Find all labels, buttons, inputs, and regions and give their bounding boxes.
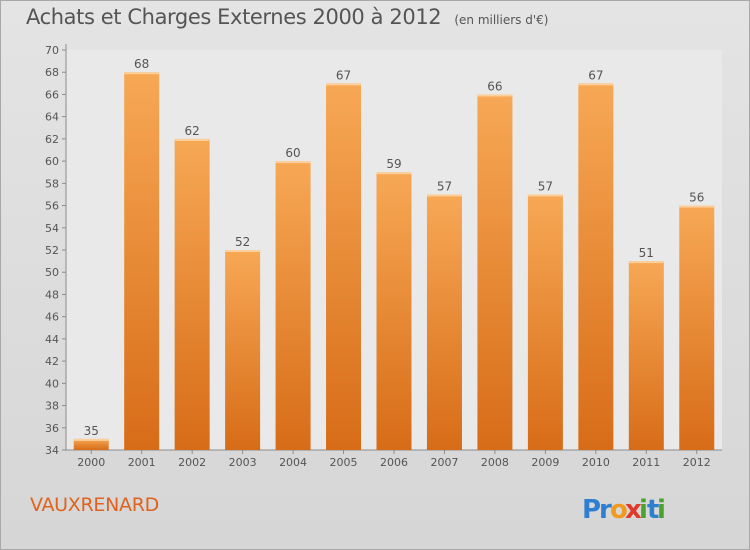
y-tick-label: 54	[45, 222, 59, 235]
bar-highlight	[174, 138, 210, 141]
y-tick-label: 64	[45, 111, 59, 124]
chart-subtitle: (en milliers d'€)	[454, 13, 549, 27]
y-tick-label: 58	[45, 177, 59, 190]
bar-2004	[275, 161, 311, 450]
y-tick-label: 62	[45, 133, 59, 146]
x-tick-label: 2004	[279, 456, 307, 469]
y-tick-label: 68	[45, 66, 59, 79]
y-tick-label: 34	[45, 444, 59, 457]
logo-letter: i	[657, 495, 666, 525]
chart-title-block: Achats et Charges Externes 2000 à 2012 (…	[26, 5, 548, 29]
logo-letter: r	[599, 495, 612, 525]
x-tick-label: 2011	[632, 456, 660, 469]
logo-letter: x	[625, 495, 642, 525]
bar-highlight	[225, 250, 261, 252]
bar-highlight	[275, 161, 311, 164]
y-tick-label: 36	[45, 422, 59, 435]
bar-highlight	[376, 172, 412, 175]
x-tick-label: 2009	[531, 456, 559, 469]
bar-2012	[679, 205, 715, 450]
bar-2002	[174, 138, 210, 450]
bar-2003	[225, 250, 261, 450]
bars	[73, 72, 715, 450]
data-labels: 35 68 62 52 60 67 59 57 66 57 67 51 56	[84, 57, 705, 438]
data-label: 60	[285, 146, 300, 160]
chart-title: Achats et Charges Externes 2000 à 2012	[26, 5, 442, 29]
data-label: 52	[235, 235, 250, 249]
x-tick-label: 2008	[481, 456, 509, 469]
y-tick-label: 66	[45, 88, 59, 101]
data-label: 56	[689, 191, 704, 205]
bar-highlight	[326, 83, 362, 86]
bar-2006	[376, 172, 412, 450]
x-tick-label: 2003	[229, 456, 257, 469]
x-tick-label: 2010	[582, 456, 610, 469]
bar-highlight	[527, 194, 563, 197]
x-tick-label: 2002	[178, 456, 206, 469]
x-tick-label: 2006	[380, 456, 408, 469]
commune-name: VAUXRENARD	[30, 494, 159, 516]
data-label: 59	[386, 157, 401, 171]
data-label: 51	[639, 246, 654, 260]
data-label: 57	[437, 179, 452, 193]
bar-highlight	[426, 194, 462, 197]
y-tick-label: 60	[45, 155, 59, 168]
bar-highlight	[679, 205, 715, 208]
y-tick-label: 50	[45, 266, 59, 279]
y-tick-label: 70	[45, 44, 59, 57]
logo-letter: t	[647, 495, 659, 525]
bar-2009	[527, 194, 563, 450]
x-tick-label: 2007	[430, 456, 458, 469]
data-label: 68	[134, 57, 149, 71]
bar-highlight	[578, 83, 614, 86]
logo-letter: o	[610, 495, 628, 525]
bar-2005	[326, 83, 362, 450]
bar-2007	[426, 194, 462, 450]
data-label: 67	[588, 68, 603, 82]
bar-2010	[578, 83, 614, 450]
y-tick-label: 38	[45, 400, 59, 413]
bar-highlight	[477, 94, 513, 97]
bar-2000	[73, 438, 109, 450]
data-label: 57	[538, 179, 553, 193]
y-tick-label: 44	[45, 333, 59, 346]
y-tick-label: 56	[45, 200, 59, 213]
x-tick-label: 2012	[683, 456, 711, 469]
y-tick-label: 40	[45, 377, 59, 390]
y-tick-label: 46	[45, 311, 59, 324]
y-tick-label: 48	[45, 288, 59, 301]
data-label: 67	[336, 68, 351, 82]
bar-2001	[124, 72, 160, 450]
bar-2008	[477, 94, 513, 450]
bar-highlight	[628, 261, 664, 264]
x-tick-label: 2000	[77, 456, 105, 469]
data-label: 62	[185, 124, 200, 138]
bar-2011	[628, 261, 664, 450]
x-tick-label: 2005	[330, 456, 358, 469]
bar-highlight	[124, 72, 160, 75]
logo-letter: i	[639, 495, 648, 525]
y-tick-label: 52	[45, 244, 59, 257]
data-label: 66	[487, 79, 502, 93]
y-tick-label: 42	[45, 355, 59, 368]
x-tick-label: 2001	[128, 456, 156, 469]
data-label: 35	[84, 424, 99, 438]
logo-letter: P	[582, 495, 601, 525]
bar-highlight	[73, 438, 109, 441]
